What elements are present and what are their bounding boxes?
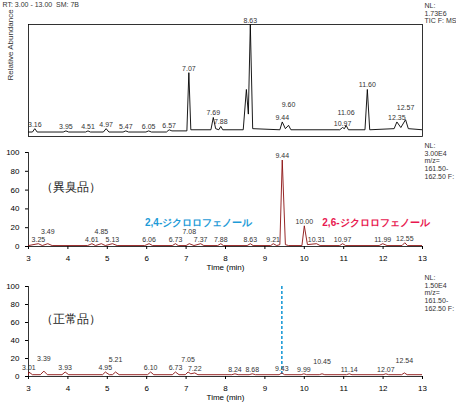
svg-text:9.99: 9.99 <box>297 366 311 373</box>
svg-text:12: 12 <box>379 384 388 393</box>
svg-text:7: 7 <box>184 254 189 263</box>
svg-text:9.60: 9.60 <box>282 101 296 108</box>
svg-text:Time (min): Time (min) <box>207 393 245 402</box>
svg-text:8.63: 8.63 <box>244 17 258 24</box>
svg-text:NL:1.50E4m/z=161.50-162.50 F:: NL:1.50E4m/z=161.50-162.50 F: <box>425 274 455 312</box>
svg-text:9: 9 <box>263 384 268 393</box>
svg-text:7.88: 7.88 <box>214 236 228 243</box>
svg-text:40: 40 <box>11 204 20 213</box>
svg-text:6.73: 6.73 <box>169 236 183 243</box>
svg-text:12.07: 12.07 <box>377 366 395 373</box>
svg-text:60: 60 <box>11 186 20 195</box>
svg-text:0: 0 <box>15 242 20 251</box>
svg-text:9.43: 9.43 <box>275 365 289 372</box>
svg-text:7.07: 7.07 <box>182 65 196 72</box>
svg-text:10: 10 <box>300 384 309 393</box>
svg-text:3: 3 <box>26 384 31 393</box>
svg-text:10.31: 10.31 <box>308 236 326 243</box>
svg-text:3: 3 <box>26 254 31 263</box>
svg-text:4.61: 4.61 <box>85 236 99 243</box>
svg-text:10.00: 10.00 <box>296 218 314 225</box>
svg-text:20: 20 <box>11 223 20 232</box>
svg-text:11.60: 11.60 <box>359 81 376 88</box>
svg-text:6.10: 6.10 <box>144 364 158 371</box>
svg-text:7.05: 7.05 <box>181 356 195 363</box>
svg-text:Relative Abundance: Relative Abundance <box>6 9 15 81</box>
svg-text:4.85: 4.85 <box>95 228 109 235</box>
svg-text:6.05: 6.05 <box>142 123 156 130</box>
svg-text:9: 9 <box>263 254 268 263</box>
svg-text:6.57: 6.57 <box>162 122 176 129</box>
svg-text:100: 100 <box>6 282 20 291</box>
svg-text:9.44: 9.44 <box>275 152 289 159</box>
svg-text:4.97: 4.97 <box>99 121 113 128</box>
svg-text:12.57: 12.57 <box>397 104 415 111</box>
svg-text:40: 40 <box>11 336 20 345</box>
svg-text:9.21: 9.21 <box>266 236 280 243</box>
svg-text:RT: 3.00 - 13.00 SM: 7B: RT: 3.00 - 13.00 SM: 7B <box>3 1 80 8</box>
svg-text:7.08: 7.08 <box>182 228 196 235</box>
svg-text:10.97: 10.97 <box>334 236 352 243</box>
svg-text:11.06: 11.06 <box>338 109 355 116</box>
svg-text:（異臭品）: （異臭品） <box>41 180 101 194</box>
svg-text:60: 60 <box>11 318 20 327</box>
svg-text:6: 6 <box>144 384 149 393</box>
svg-text:8.68: 8.68 <box>245 366 259 373</box>
svg-text:2,4-ジクロロフェノール: 2,4-ジクロロフェノール <box>145 217 253 228</box>
svg-text:（正常品）: （正常品） <box>41 312 101 326</box>
svg-text:20: 20 <box>11 354 20 363</box>
svg-text:5.13: 5.13 <box>106 236 120 243</box>
svg-text:4: 4 <box>66 384 71 393</box>
svg-text:3.39: 3.39 <box>37 355 51 362</box>
svg-text:12.35: 12.35 <box>388 114 406 121</box>
svg-text:3.01: 3.01 <box>22 364 36 371</box>
svg-text:3.25: 3.25 <box>32 236 46 243</box>
svg-text:5.21: 5.21 <box>109 356 123 363</box>
svg-text:80: 80 <box>11 300 20 309</box>
svg-text:3.49: 3.49 <box>41 228 55 235</box>
svg-text:5: 5 <box>105 384 110 393</box>
svg-text:80: 80 <box>11 167 20 176</box>
svg-text:9.44: 9.44 <box>275 114 289 121</box>
svg-text:6.73: 6.73 <box>169 364 183 371</box>
svg-text:2,6-ジクロロフェノール: 2,6-ジクロロフェノール <box>322 217 430 228</box>
svg-text:12.54: 12.54 <box>396 357 414 364</box>
svg-text:8.24: 8.24 <box>228 366 242 373</box>
svg-text:3.16: 3.16 <box>28 121 42 128</box>
svg-text:10.45: 10.45 <box>313 358 331 365</box>
svg-text:3.95: 3.95 <box>59 123 73 130</box>
svg-text:12.55: 12.55 <box>396 235 414 242</box>
svg-text:10.97: 10.97 <box>334 120 352 127</box>
svg-text:4.51: 4.51 <box>81 123 95 130</box>
svg-text:NL:3.00E4m/z=161.50-162.50 F:: NL:3.00E4m/z=161.50-162.50 F: <box>425 142 455 180</box>
svg-text:4.95: 4.95 <box>99 364 113 371</box>
svg-text:8.63: 8.63 <box>244 236 258 243</box>
svg-text:7.88: 7.88 <box>214 118 228 125</box>
svg-text:5.47: 5.47 <box>119 123 133 130</box>
svg-text:3.93: 3.93 <box>58 364 72 371</box>
svg-text:6.06: 6.06 <box>142 236 156 243</box>
svg-text:8: 8 <box>223 254 228 264</box>
svg-text:11: 11 <box>340 384 349 393</box>
svg-text:4: 4 <box>66 254 71 263</box>
svg-text:6: 6 <box>144 254 149 263</box>
svg-text:Time (min): Time (min) <box>207 263 245 272</box>
svg-text:13: 13 <box>418 384 427 393</box>
svg-text:0: 0 <box>15 372 20 381</box>
svg-text:13: 13 <box>418 254 427 263</box>
svg-text:8: 8 <box>223 384 228 394</box>
svg-text:7.22: 7.22 <box>188 365 202 372</box>
svg-text:NL:1.73E6TIC F: MS: NL:1.73E6TIC F: MS <box>425 2 456 24</box>
svg-text:7: 7 <box>184 384 189 393</box>
svg-text:11.99: 11.99 <box>374 236 391 243</box>
svg-text:5: 5 <box>105 254 110 263</box>
svg-text:11: 11 <box>340 254 349 263</box>
svg-text:7.69: 7.69 <box>206 109 220 116</box>
svg-text:10: 10 <box>300 254 309 263</box>
svg-text:7.37: 7.37 <box>194 236 208 243</box>
svg-text:12: 12 <box>379 254 388 263</box>
svg-text:100: 100 <box>6 148 20 157</box>
svg-text:11.14: 11.14 <box>341 366 358 373</box>
